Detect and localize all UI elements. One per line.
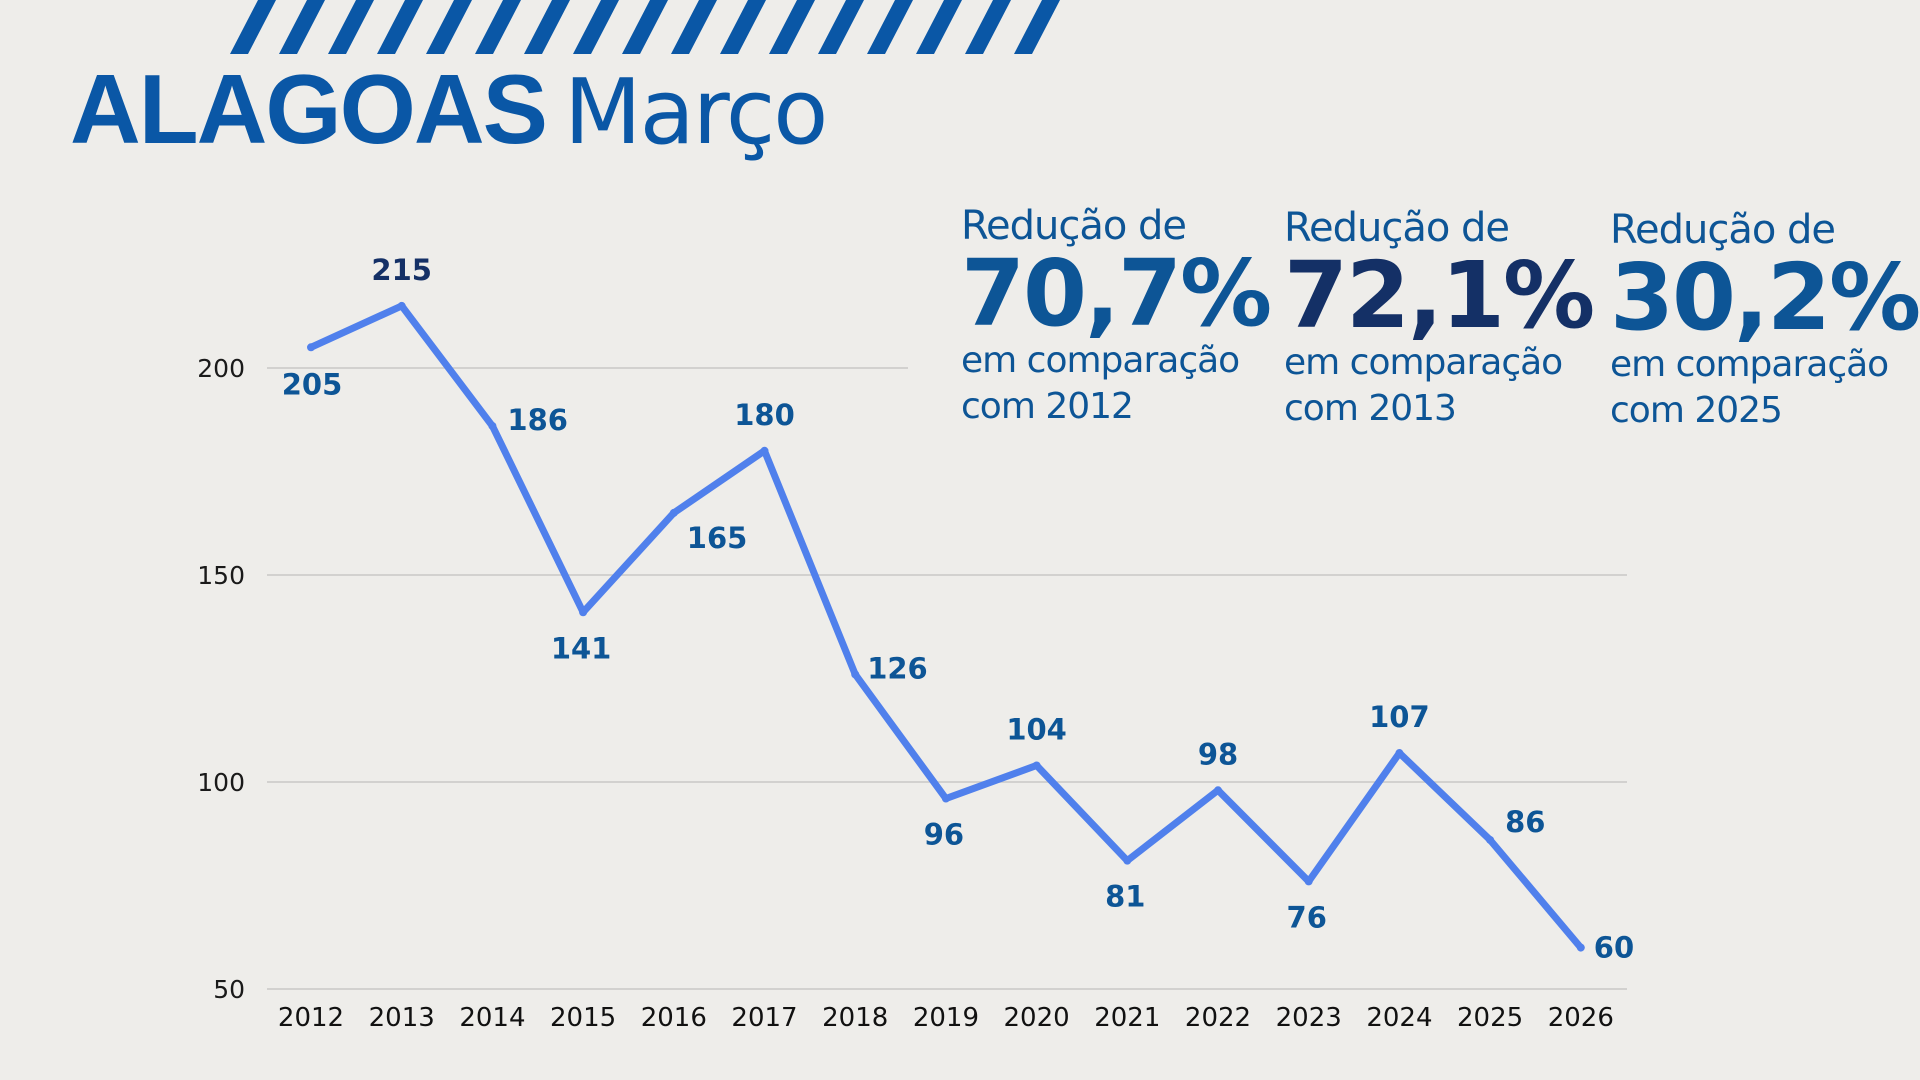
data-point [669,508,678,517]
stripe [769,0,815,54]
data-label: 215 [371,253,432,287]
stat-block-2025: Redução de 30,2% em comparação com 2025 [1610,207,1920,433]
stat-value: 30,2% [1610,244,1920,351]
data-label: 205 [282,367,343,401]
y-tick-label: 50 [213,975,245,1004]
data-point [397,301,406,310]
y-tick-label: 100 [197,768,245,797]
title-month: Março [564,60,828,165]
data-point [1576,943,1585,952]
data-point [1032,761,1041,770]
data-label: 76 [1287,900,1327,934]
data-label: 107 [1369,700,1430,734]
stat-line2: com 2013 [1284,388,1457,430]
x-tick-label: 2016 [641,1003,707,1033]
stripe [573,0,619,54]
data-label: 165 [687,521,748,555]
stripe [867,0,913,54]
stat-lead: Redução de [961,203,1187,249]
x-tick-label: 2022 [1185,1003,1251,1033]
data-point [307,343,315,352]
data-point [851,670,860,679]
data-label: 104 [1006,712,1067,746]
stat-block-2012: Redução de 70,7% em comparação com 2012 [961,203,1272,429]
stripe [279,0,325,54]
stat-lead: Redução de [1610,207,1836,253]
y-tick-label: 200 [197,354,245,383]
data-label: 98 [1198,737,1238,771]
stripe [916,0,962,54]
stripe [377,0,423,54]
data-point [579,608,588,617]
y-tick-label: 150 [197,561,245,590]
stripe [818,0,864,54]
stripe [328,0,374,54]
x-tick-label: 2023 [1276,1003,1342,1033]
stripe [475,0,521,54]
data-label: 60 [1594,931,1634,965]
x-tick-label: 2026 [1548,1003,1614,1033]
data-label: 186 [507,403,568,437]
stat-value: 70,7% [961,240,1272,347]
x-tick-label: 2019 [913,1003,979,1033]
stat-lead: Redução de [1284,205,1510,251]
x-tick-label: 2024 [1366,1003,1432,1033]
x-tick-label: 2025 [1457,1003,1523,1033]
stat-block-2013: Redução de 72,1% em comparação com 2013 [1284,205,1595,431]
data-label: 180 [734,398,795,432]
data-label: 86 [1505,805,1545,839]
stripe [230,0,276,54]
data-label: 126 [867,651,928,685]
stat-line1: em comparação [961,340,1240,382]
data-point [488,421,497,430]
decorative-stripes [230,0,1060,54]
x-tick-label: 2013 [369,1003,435,1033]
stat-line1: em comparação [1610,344,1889,386]
data-label: 141 [551,631,612,665]
stripe [426,0,472,54]
stat-line2: com 2025 [1610,390,1783,432]
data-point [760,446,769,455]
stat-line2: com 2012 [961,386,1134,428]
data-point [1304,877,1313,886]
data-point [941,794,950,803]
stripe [671,0,717,54]
data-point [1486,835,1495,844]
data-label: 96 [924,818,964,852]
page-title: ALAGOAS Março [70,60,828,158]
x-tick-label: 2018 [822,1003,888,1033]
x-tick-label: 2014 [459,1003,525,1033]
data-label: 81 [1105,880,1145,914]
data-point [1123,856,1132,865]
x-tick-label: 2020 [1004,1003,1070,1033]
x-tick-label: 2017 [731,1003,797,1033]
stat-value: 72,1% [1284,242,1595,349]
stat-line1: em comparação [1284,342,1563,384]
x-tick-label: 2015 [550,1003,616,1033]
stripe [720,0,766,54]
stripe [965,0,1011,54]
stripe [622,0,668,54]
title-state: ALAGOAS [70,54,548,164]
x-tick-label: 2012 [278,1003,344,1033]
stripe [524,0,570,54]
x-tick-label: 2021 [1094,1003,1160,1033]
stripe [1014,0,1060,54]
data-point [1214,786,1222,795]
data-point [1395,749,1404,758]
